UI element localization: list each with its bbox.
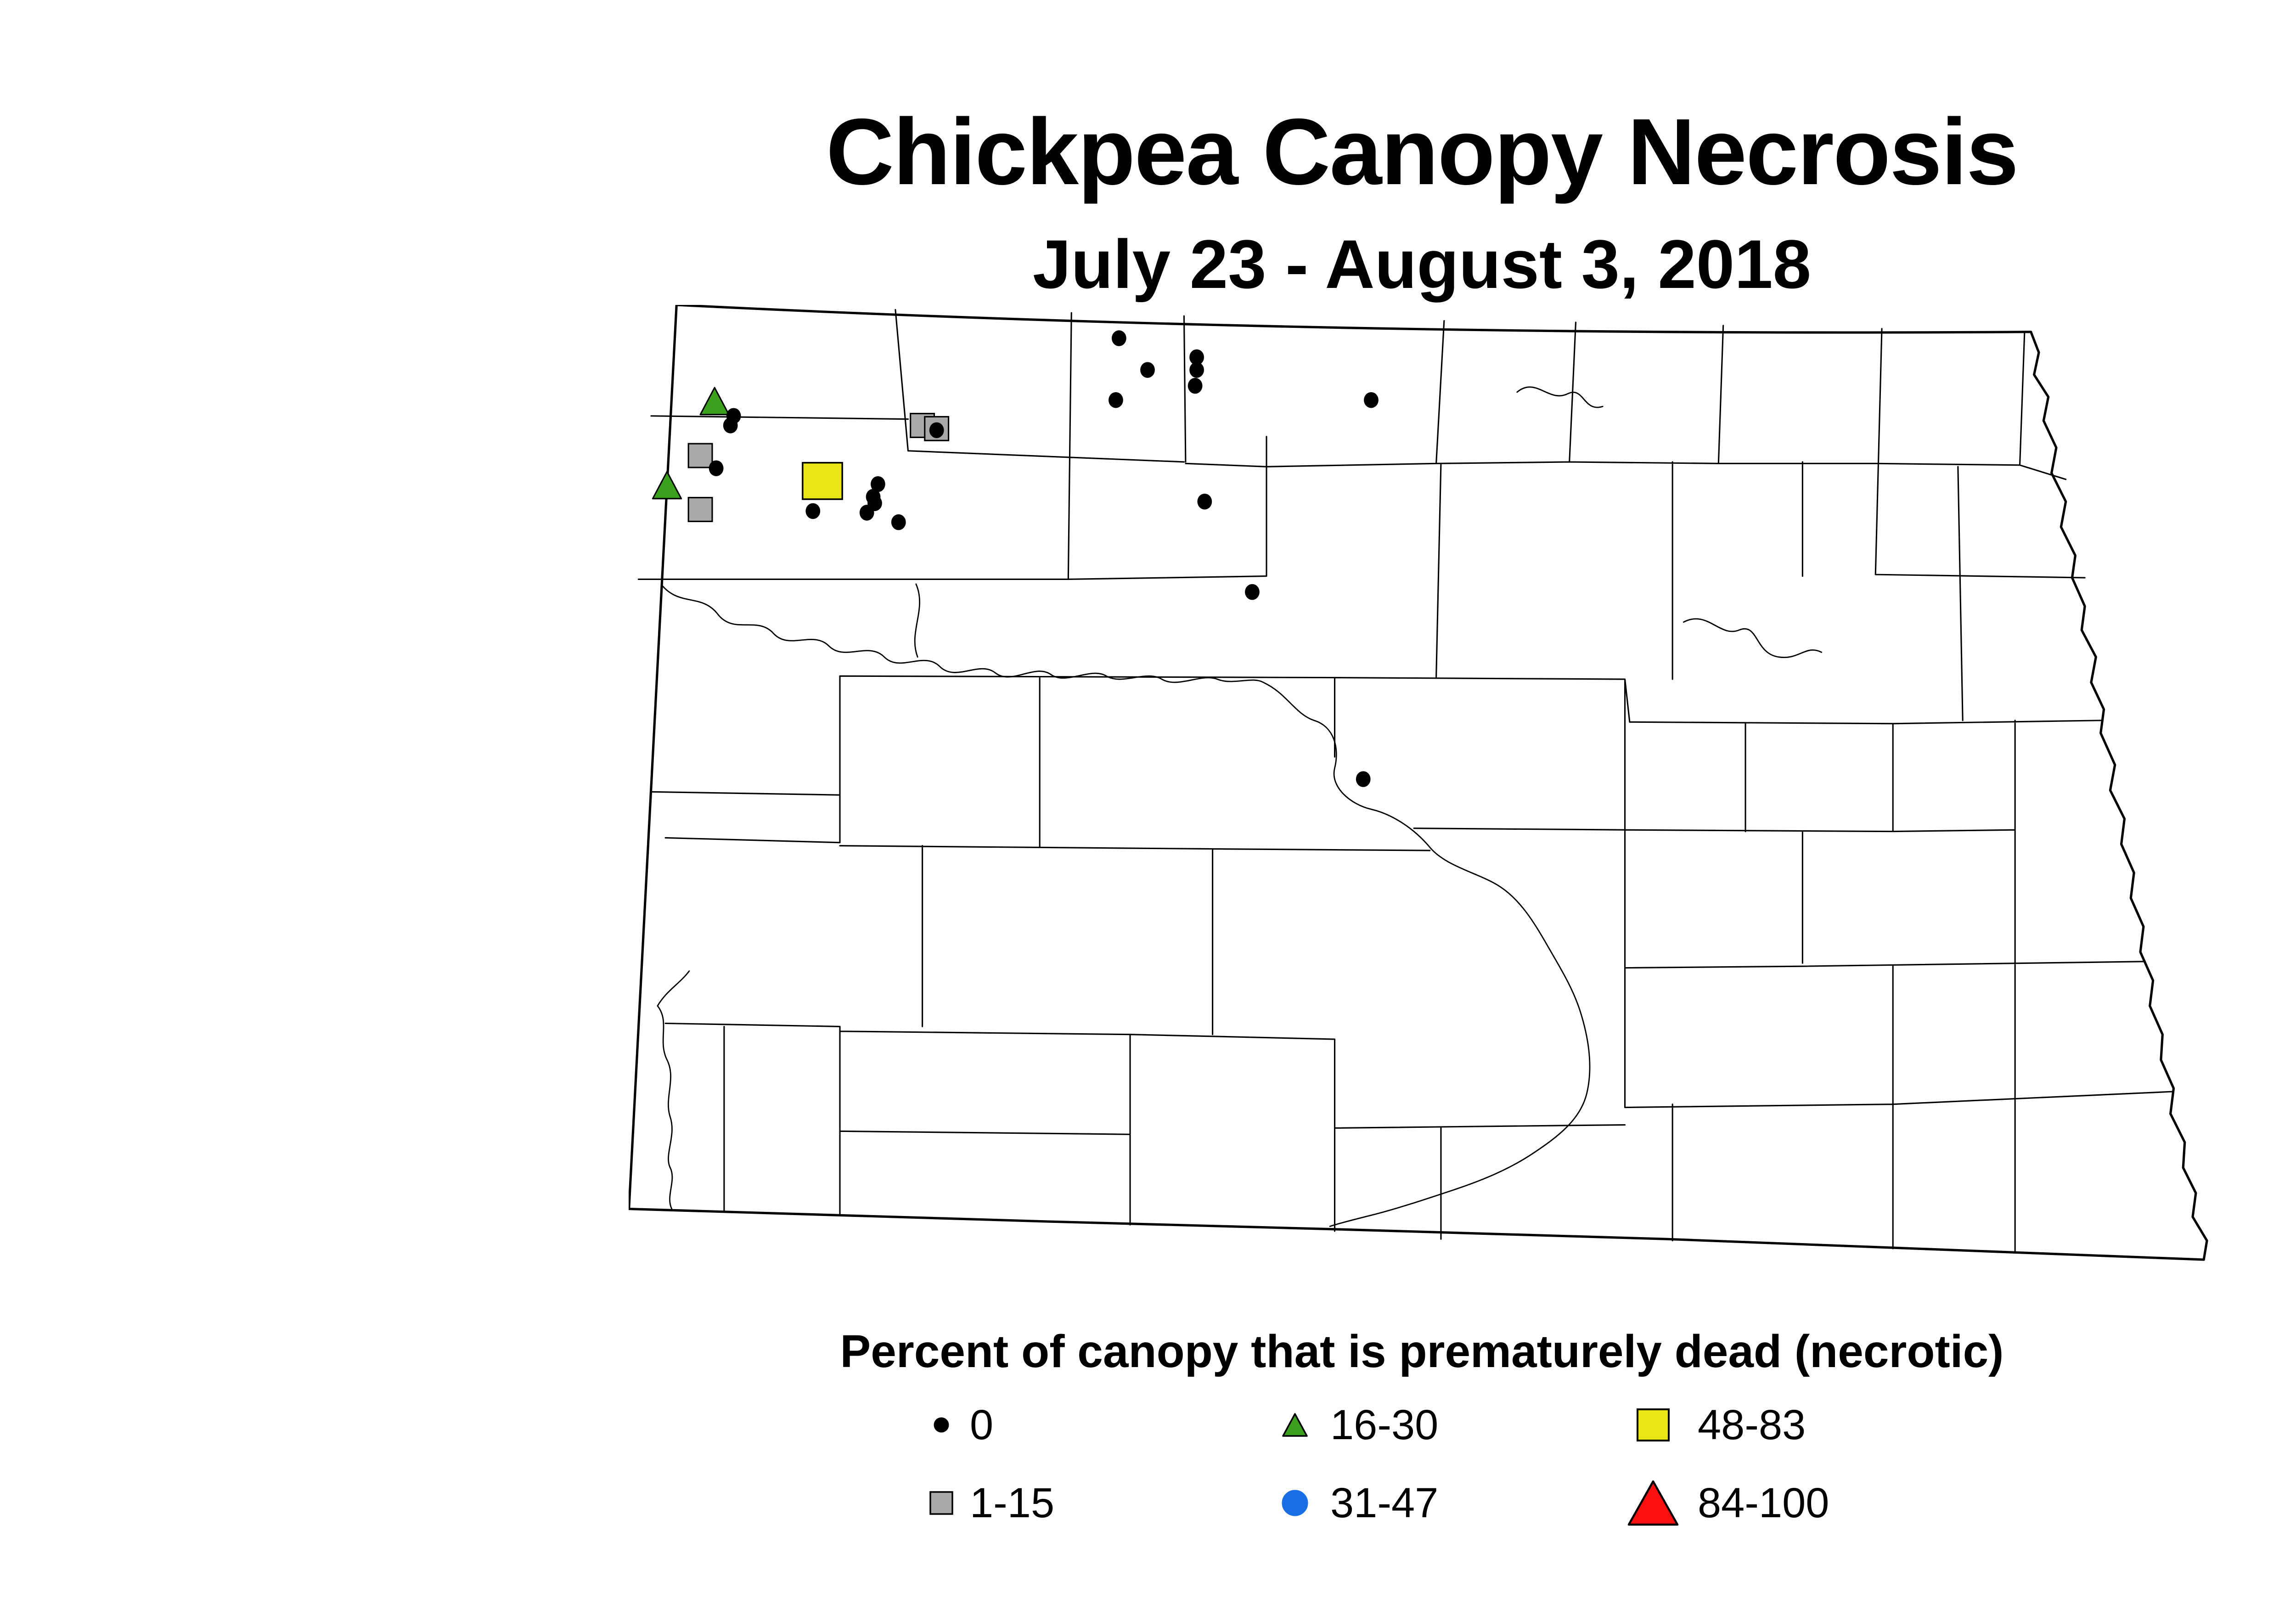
map-marker-0 xyxy=(1187,377,1203,394)
map-marker-0 xyxy=(709,460,724,476)
map-marker-0 xyxy=(1245,584,1260,600)
legend-symbol-box xyxy=(918,1390,964,1459)
map-marker-0 xyxy=(1364,392,1379,408)
state-border xyxy=(629,305,2208,1261)
legend-item-label: 31-47 xyxy=(1330,1480,1439,1526)
legend-item-label: 48-83 xyxy=(1698,1402,1806,1448)
legend-symbol-box xyxy=(1265,1469,1325,1537)
map-marker-0 xyxy=(1140,362,1155,378)
map-marker-0 xyxy=(805,503,821,519)
map-marker-0 xyxy=(891,514,906,530)
map-marker-0 xyxy=(1197,493,1212,510)
legend-symbol-box xyxy=(1265,1390,1325,1459)
state-map xyxy=(629,305,2215,1263)
legend-symbol-box xyxy=(1614,1469,1692,1537)
map-marker-1-15 xyxy=(687,497,713,522)
map-marker-0 xyxy=(871,476,885,492)
map-marker-0 xyxy=(1356,771,1371,787)
legend-item-label: 16-30 xyxy=(1330,1402,1439,1448)
map-marker-0 xyxy=(723,417,738,433)
legend-item-16-30: 16-30 xyxy=(1265,1390,1438,1459)
county-borders xyxy=(637,309,2175,1253)
page-title: Chickpea Canopy Necrosis xyxy=(826,99,2019,204)
river-lines xyxy=(657,386,1823,1227)
legend-item-label: 0 xyxy=(970,1402,994,1448)
legend-item-label: 1-15 xyxy=(970,1480,1055,1526)
dot-legend-icon xyxy=(934,1417,949,1433)
map-marker-0 xyxy=(1189,349,1204,366)
map-markers xyxy=(652,330,1379,787)
triangle-small-legend-icon xyxy=(1282,1413,1308,1437)
page-subtitle: July 23 - August 3, 2018 xyxy=(1032,225,1812,303)
square-large-legend-icon xyxy=(1637,1408,1670,1441)
legend-symbol-box xyxy=(918,1469,964,1537)
legend-item-label: 84-100 xyxy=(1698,1480,1829,1526)
legend-row: 0 16-30 48-83 xyxy=(0,1390,2296,1459)
map-marker-0 xyxy=(1109,392,1123,408)
legend-title: Percent of canopy that is prematurely de… xyxy=(840,1326,2004,1377)
map-marker-48-83 xyxy=(802,462,843,500)
map-marker-16-30 xyxy=(652,471,682,500)
map-marker-16-30 xyxy=(699,387,730,416)
legend-item-1-15: 1-15 xyxy=(918,1469,1054,1537)
legend-item-84-100: 84-100 xyxy=(1614,1469,1829,1537)
map-marker-1-15 xyxy=(687,443,713,468)
square-small-legend-icon xyxy=(929,1491,953,1515)
north-dakota-map xyxy=(629,305,2208,1261)
circle-legend-icon xyxy=(1282,1490,1308,1516)
map-marker-0 xyxy=(1189,362,1204,378)
legend-item-48-83: 48-83 xyxy=(1614,1390,1806,1459)
legend-item-0: 0 xyxy=(918,1390,993,1459)
map-marker-0 xyxy=(1111,330,1126,346)
map-marker-0 xyxy=(859,505,874,521)
legend-symbol-box xyxy=(1614,1390,1692,1459)
legend-row: 1-15 31-47 84-100 xyxy=(0,1469,2296,1537)
map-marker-0 xyxy=(929,422,944,439)
legend-item-31-47: 31-47 xyxy=(1265,1469,1438,1537)
triangle-large-legend-icon xyxy=(1627,1480,1679,1526)
